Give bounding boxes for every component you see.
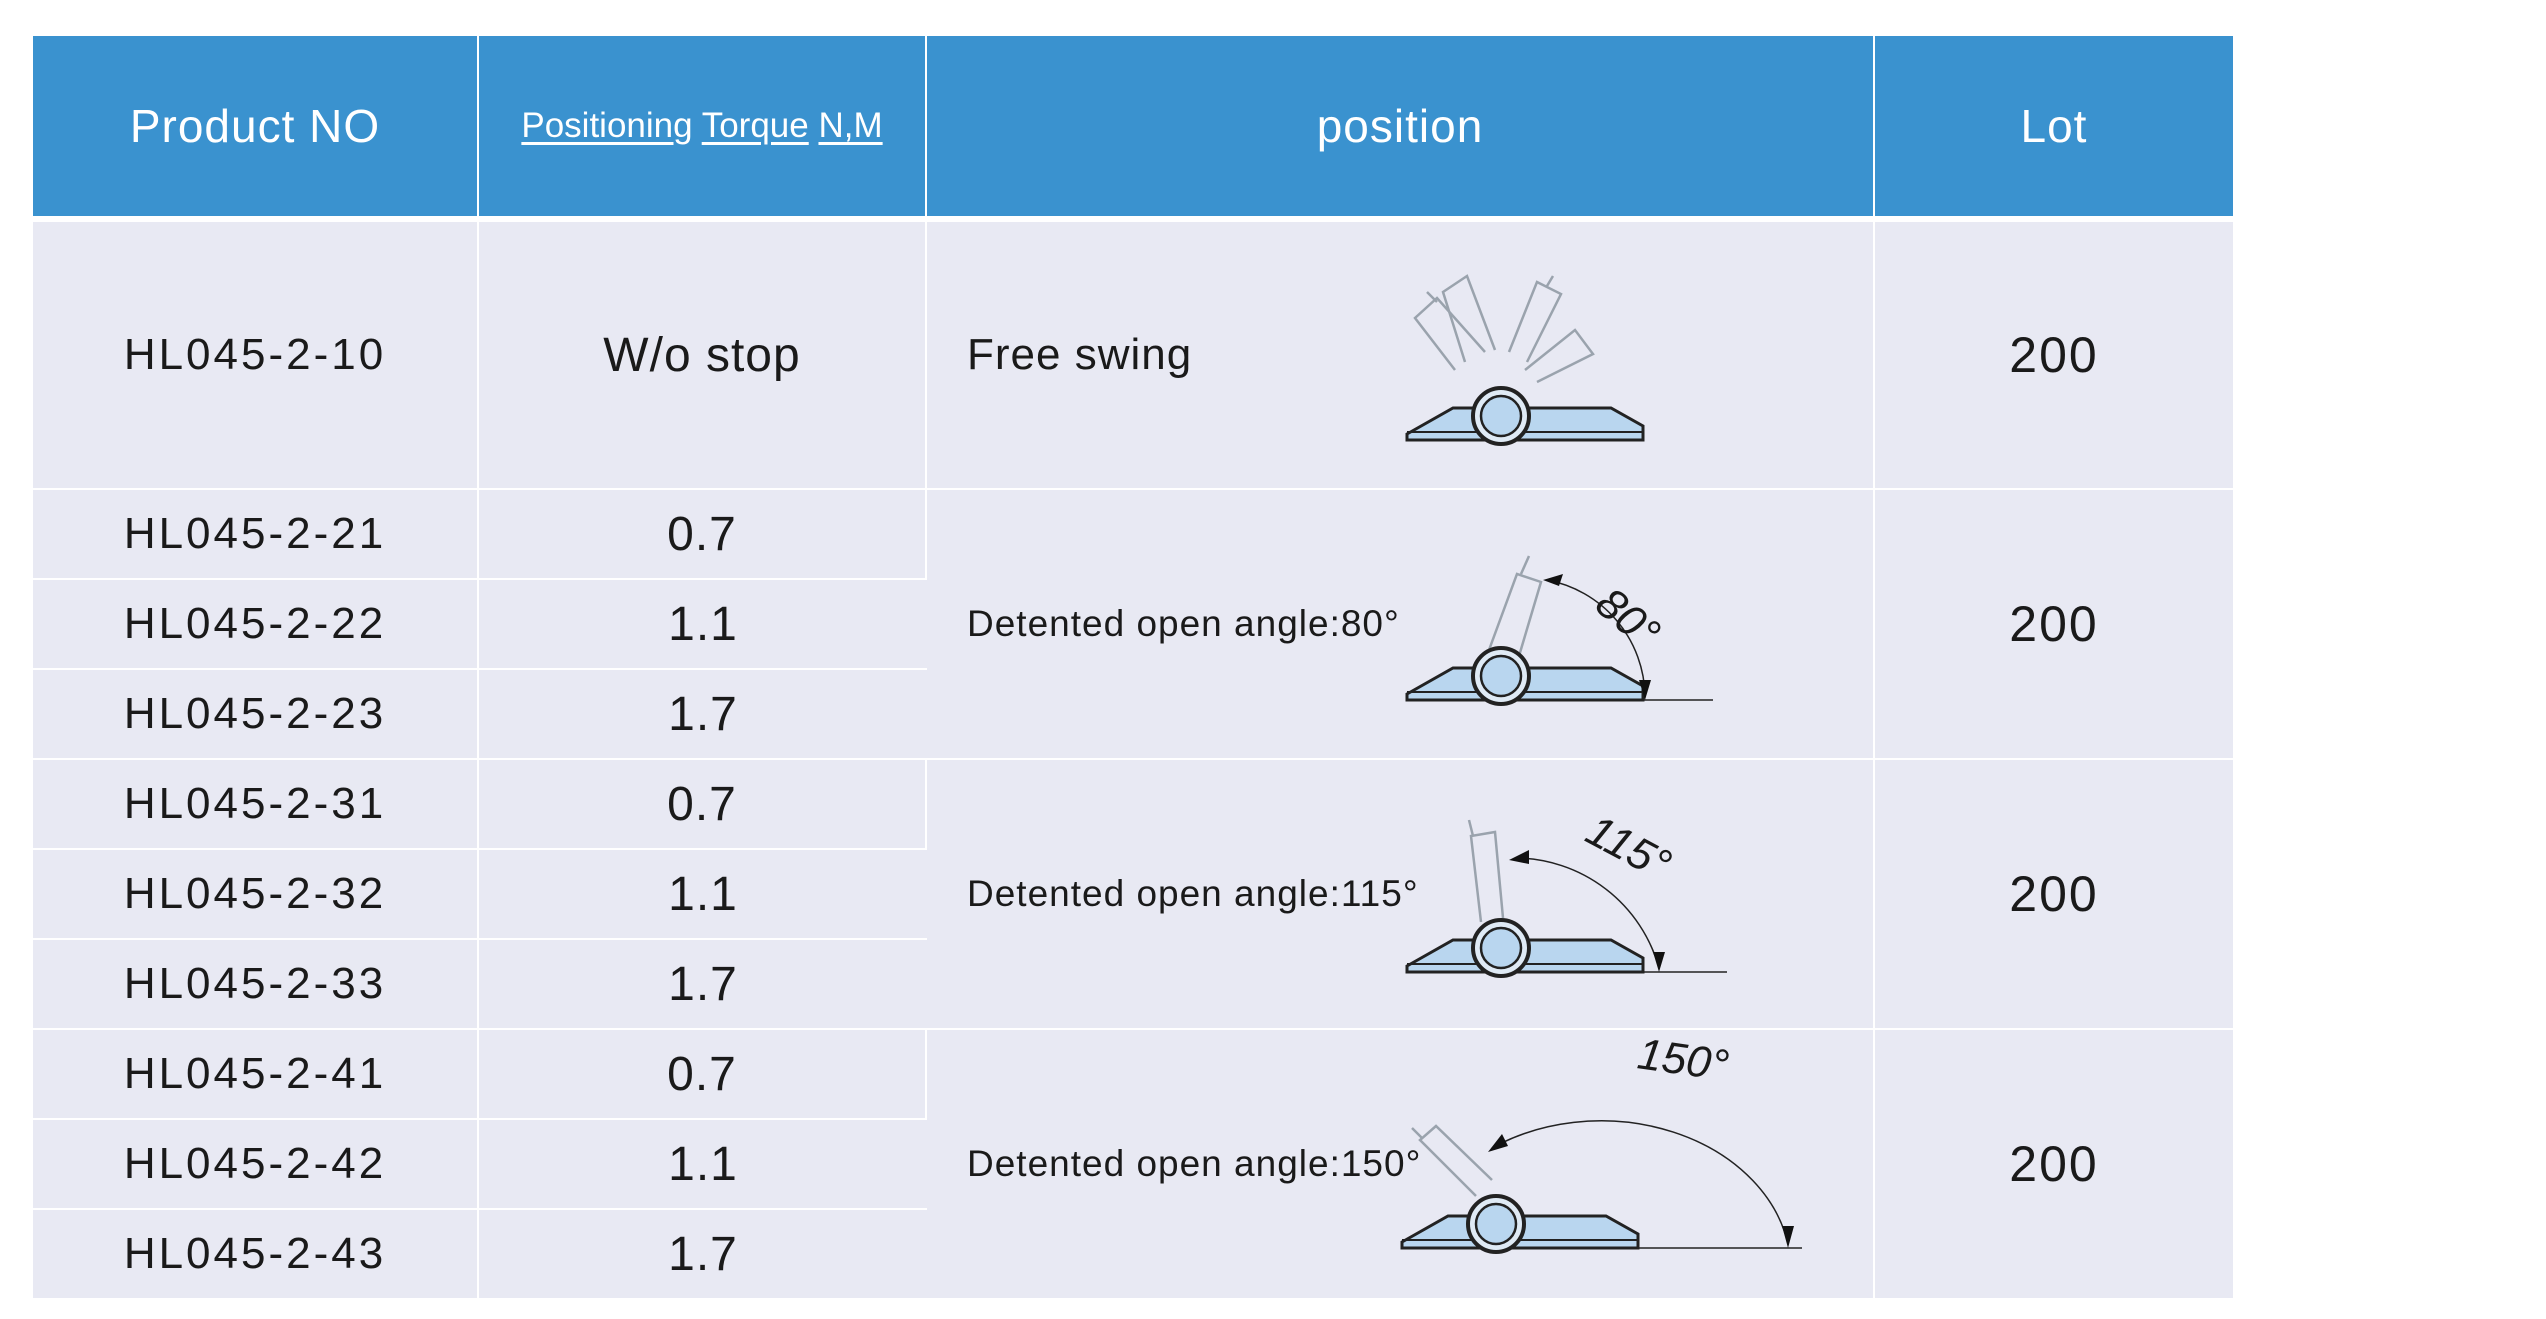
torque-cell: 0.7 [479,758,927,848]
product-no-cell: HL045-2-31 [33,758,479,848]
product-no-cell: HL045-2-33 [33,938,479,1028]
product-no-cell: HL045-2-23 [33,668,479,758]
product-no-cell: HL045-2-43 [33,1208,479,1298]
torque-cell: W/o stop [479,216,927,488]
table-row: HL045-2-33 1.7 [33,938,2233,1028]
table-row: HL045-2-41 0.7 Detented open angle:150° [33,1028,2233,1298]
table-row: HL045-2-32 1.1 [33,848,2233,938]
product-no-cell: HL045-2-42 [33,1118,479,1208]
position-cell: Free swing [927,216,1875,488]
product-no-cell: HL045-2-41 [33,1028,479,1118]
table-row: HL045-2-23 1.7 [33,668,2233,758]
table-row: HL045-2-43 1.7 [33,1208,2233,1298]
angle-label: 80° [1587,578,1669,658]
torque-cell: 0.7 [479,1028,927,1118]
hinge-spec-table: Product NO Positioning Torque N,M positi… [33,36,2233,1298]
header-product-no: Product NO [33,36,479,216]
angle-label: 150° [1635,1030,1732,1091]
position-cell: Detented open angle:150° [927,1028,1875,1298]
header-torque-word: N,M [818,106,883,145]
lot-cell: 200 [1875,758,2233,1028]
header-lot: Lot [1875,36,2233,216]
angle-label: 115° [1578,806,1678,890]
header-torque-word: Positioning [521,106,693,145]
hinge-80-degree-icon: 80° [1405,555,1713,706]
table-row: HL045-2-10 W/o stop Free swing [33,216,2233,488]
torque-cell: 0.7 [479,488,927,578]
torque-cell: 1.7 [479,668,927,758]
product-no-cell: HL045-2-32 [33,848,479,938]
product-no-cell: HL045-2-21 [33,488,479,578]
lot-cell: 200 [1875,216,2233,488]
hinge-free-swing-icon [1405,274,1645,446]
table-row: HL045-2-42 1.1 [33,1118,2233,1208]
position-label: Detented open angle:150° [967,1143,1422,1184]
header-torque-word: Torque [701,106,809,145]
lot-cell: 200 [1875,1028,2233,1298]
torque-cell: 1.1 [479,578,927,668]
table-header-row: Product NO Positioning Torque N,M positi… [33,36,2233,216]
hinge-115-degree-icon: 115° [1405,806,1727,978]
torque-cell: 1.7 [479,938,927,1028]
position-cell: Detented open angle:80° [927,488,1875,758]
torque-cell: 1.1 [479,848,927,938]
torque-cell: 1.7 [479,1208,927,1298]
position-label: Free swing [967,330,1193,379]
lot-cell: 200 [1875,488,2233,758]
table-row: HL045-2-31 0.7 Detented open angle:115° [33,758,2233,1028]
position-label: Detented open angle:80° [967,603,1400,644]
hinge-150-degree-icon: 150° [1400,1030,1802,1254]
position-cell: Detented open angle:115° [927,758,1875,1028]
table-row: HL045-2-21 0.7 Detented open angle:80° [33,488,2233,758]
header-positioning-torque: Positioning Torque N,M [479,36,927,216]
header-position: position [927,36,1875,216]
table-row: HL045-2-22 1.1 [33,578,2233,668]
position-label: Detented open angle:115° [967,873,1419,914]
torque-cell: 1.1 [479,1118,927,1208]
product-no-cell: HL045-2-22 [33,578,479,668]
product-no-cell: HL045-2-10 [33,216,479,488]
